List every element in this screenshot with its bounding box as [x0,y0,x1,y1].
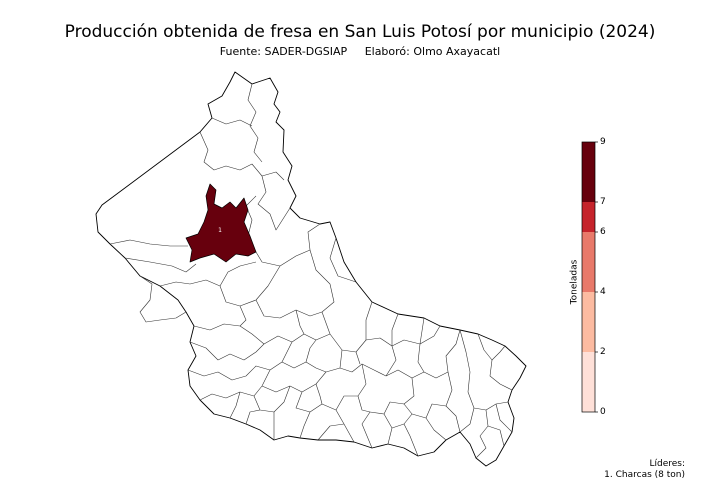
author-text: Elaboró: Olmo Axayacatl [364,45,501,58]
charcas-rank-label: 1 [218,227,222,234]
charcas-municipality [185,183,257,263]
map-title: Producción obtenida de fresa en San Luis… [64,22,656,42]
colorbar-bin [582,232,595,292]
colorbar-tick-label: 4 [600,287,606,297]
source-text: Fuente: SADER-DGSIAP [219,45,348,58]
leader-item: 1. Charcas (8 ton) [604,470,685,480]
leaders-heading: Líderes: [649,459,685,469]
colorbar-tick-label: 0 [600,407,606,417]
colorbar-tick-label: 6 [600,227,606,237]
colorbar-frame [581,141,596,413]
map-subtitle: Fuente: SADER-DGSIAP Elaboró: Olmo Axaya… [0,45,720,58]
colorbar-label: Toneladas [569,259,580,305]
colorbar-bin [582,142,595,202]
colorbar-bin [582,352,595,412]
colorbar-tick-label: 7 [600,197,606,207]
municipal-boundaries [109,83,513,459]
colorbar-tick-label: 2 [600,347,606,357]
colorbar-bin [582,202,595,232]
colorbar [581,141,598,413]
colorbar-tick-label: 9 [600,137,606,147]
leaders-box: Líderes: 1. Charcas (8 ton) [604,459,685,481]
colorbar-bin [582,292,595,352]
state-outline [95,71,527,467]
